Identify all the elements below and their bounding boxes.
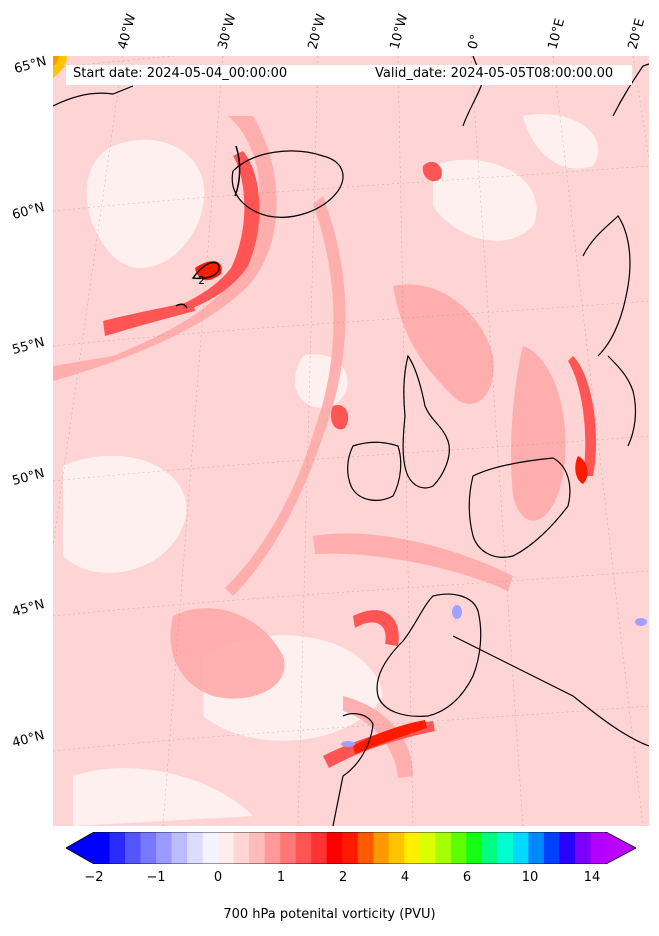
colorbar-segment [528, 832, 545, 864]
colorbar-segment [342, 832, 359, 864]
lon-label-20e: 20°E [625, 16, 649, 51]
colorbar-segment [590, 832, 607, 864]
header-box [66, 65, 632, 85]
lat-label-55n: 55°N [10, 335, 47, 358]
colorbar-segment [435, 832, 452, 864]
colorbar-tick: 0 [213, 870, 223, 885]
pv-map: 2 [53, 56, 649, 826]
lat-label-45n: 45°N [10, 597, 47, 620]
colorbar-under-arrow [66, 832, 94, 864]
contour-label: 2 [198, 274, 205, 287]
colorbar-tick: 6 [462, 870, 472, 885]
colorbar-segment [187, 832, 204, 864]
colorbar-segment [497, 832, 514, 864]
colorbar-tick: 1 [276, 870, 286, 885]
colorbar-segment [373, 832, 390, 864]
map-panel: 2 [53, 56, 649, 826]
colorbar-tick: 10 [521, 870, 539, 885]
colorbar-segment [233, 832, 250, 864]
colorbar-segment [264, 832, 281, 864]
colorbar-segment [357, 832, 374, 864]
colorbar-segment [543, 832, 560, 864]
colorbar-segment [419, 832, 436, 864]
colorbar-segment [311, 832, 328, 864]
colorbar-segment [171, 832, 188, 864]
colorbar-tick: 14 [583, 870, 601, 885]
colorbar-segment [512, 832, 529, 864]
lon-label-10e: 10°E [545, 16, 569, 51]
colorbar-segment [202, 832, 219, 864]
colorbar-segment [450, 832, 467, 864]
colorbar-tick: −1 [146, 870, 166, 885]
colorbar-segment [218, 832, 235, 864]
lat-label-50n: 50°N [10, 466, 47, 489]
colorbar-segment [109, 832, 126, 864]
colorbar-segment [404, 832, 421, 864]
colorbar-tick: 4 [400, 870, 410, 885]
colorbar-segment [388, 832, 405, 864]
colorbar-label: 700 hPa potenital vorticity (PVU) [223, 907, 436, 922]
lon-label-20w: 20°W [305, 12, 330, 51]
very-high-pv-spots [195, 261, 588, 754]
colorbar-segment [249, 832, 266, 864]
colorbar-tick: 2 [338, 870, 348, 885]
lon-label-30w: 30°W [215, 12, 240, 51]
colorbar-segment [94, 832, 111, 864]
pv-2-contours [175, 145, 241, 309]
lon-label-0: 0° [465, 32, 484, 51]
low-pv-blue-spots [341, 605, 647, 747]
medium-pv-bands [53, 116, 566, 778]
lat-label-40n: 40°N [10, 728, 47, 751]
lat-label-65n: 65°N [12, 54, 49, 77]
colorbar-segment [156, 832, 173, 864]
colorbar-segment [295, 832, 312, 864]
colorbar-segment [140, 832, 157, 864]
colorbar-tick: −2 [84, 870, 104, 885]
colorbar-segment [559, 832, 576, 864]
valid-date: Valid_date: 2024-05-05T08:00:00.00 [375, 66, 614, 81]
colorbar [66, 832, 636, 864]
colorbar-segment [481, 832, 498, 864]
lon-label-40w: 40°W [115, 12, 140, 51]
graticule [53, 56, 649, 826]
start-date: Start date: 2024-05-04_00:00:00 [73, 66, 288, 81]
colorbar-over-arrow [606, 832, 636, 864]
pv-hotspot-corner [53, 56, 67, 78]
colorbar-segment [466, 832, 483, 864]
colorbar-segments [94, 832, 607, 864]
colorbar-segment [280, 832, 297, 864]
colorbar-segment [125, 832, 142, 864]
lon-label-10w: 10°W [387, 12, 412, 51]
colorbar-segment [574, 832, 591, 864]
colorbar-segment [326, 832, 343, 864]
lat-label-60n: 60°N [10, 200, 47, 223]
